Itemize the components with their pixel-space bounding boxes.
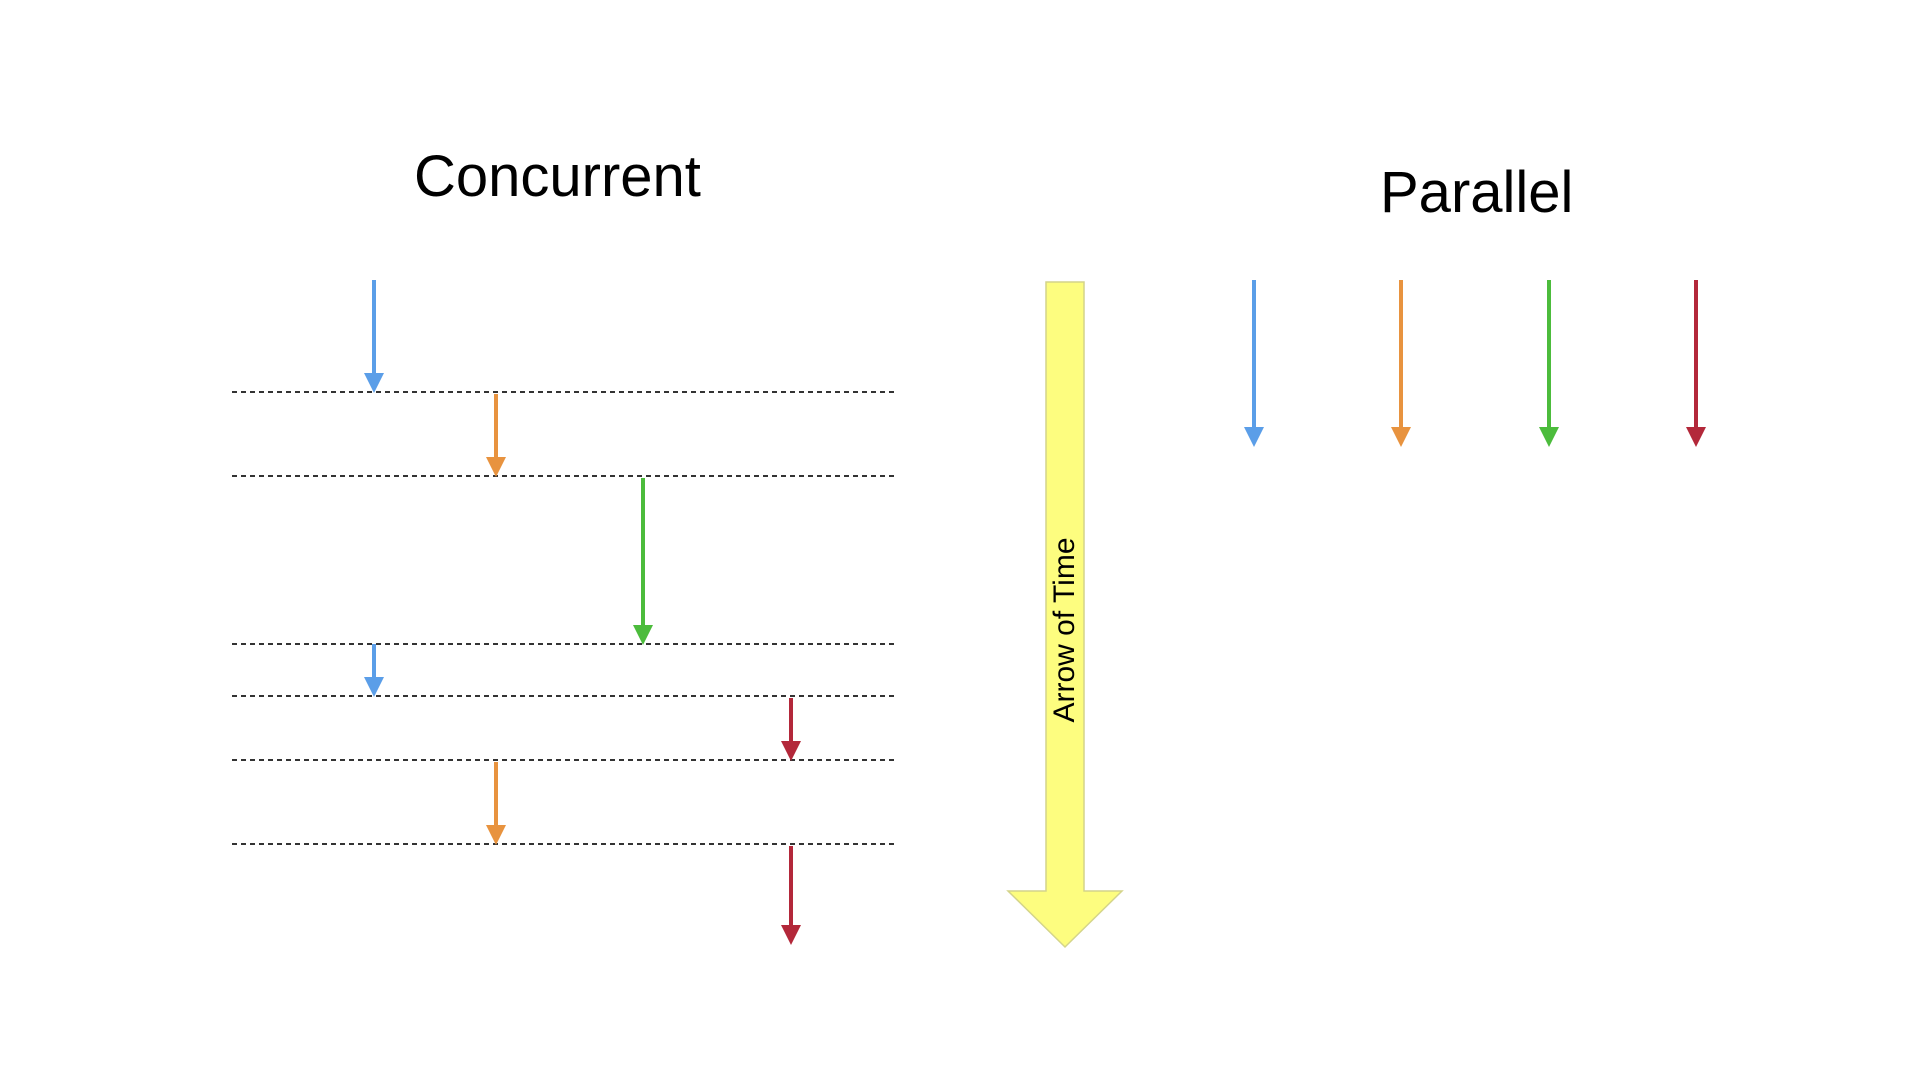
time-slice-lines [232, 391, 898, 845]
concurrent-task-arrow [781, 698, 801, 761]
concurrent-task-arrow [486, 762, 506, 845]
concurrent-task-arrows [364, 280, 801, 945]
parallel-title: Parallel [1380, 160, 1574, 225]
parallel-task-arrow [1391, 280, 1411, 447]
arrow-of-time: Arrow of Time [1006, 281, 1124, 949]
time-arrow-shape [1006, 281, 1124, 949]
concurrent-task-arrow [781, 846, 801, 945]
concurrent-task-arrow [633, 478, 653, 645]
parallel-task-arrow [1539, 280, 1559, 447]
parallel-task-arrows [1244, 280, 1706, 447]
concurrent-task-arrow [486, 394, 506, 477]
concurrent-task-arrow [364, 280, 384, 393]
parallel-task-arrow [1686, 280, 1706, 447]
concurrent-title: Concurrent [414, 144, 701, 209]
arrow-of-time-label: Arrow of Time [1048, 537, 1081, 722]
parallel-task-arrow [1244, 280, 1264, 447]
concurrent-task-arrow [364, 644, 384, 697]
